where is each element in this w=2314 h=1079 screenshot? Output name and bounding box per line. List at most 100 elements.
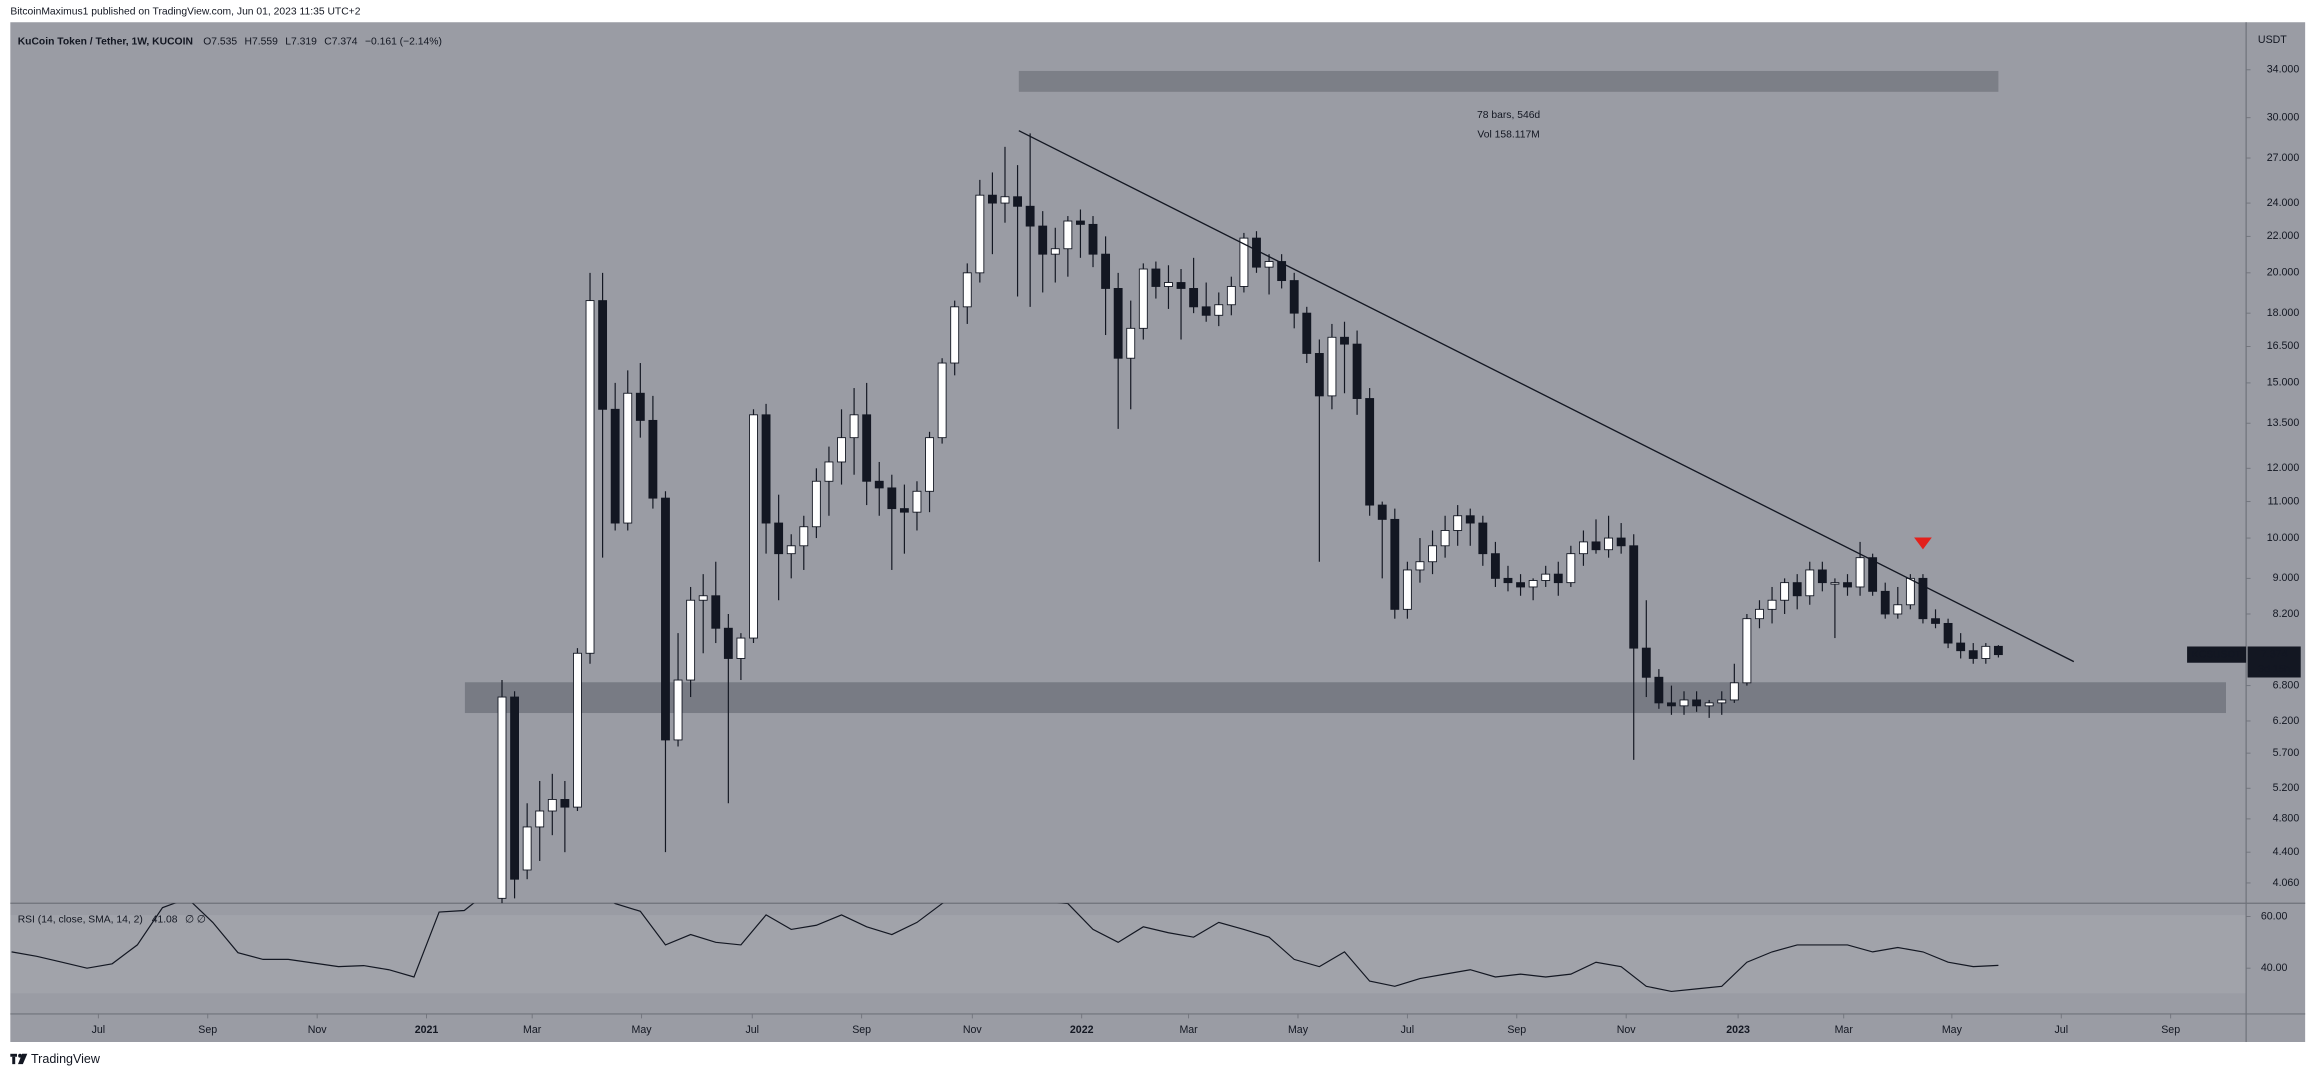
candle-body xyxy=(1226,286,1236,306)
candle-body xyxy=(1239,237,1249,287)
logo xyxy=(10,1053,28,1065)
x-tick-label: Nov xyxy=(308,1024,328,1036)
candle-body xyxy=(1088,223,1098,255)
candle-body xyxy=(1289,280,1299,314)
candle-body xyxy=(661,497,670,741)
legend-ohlc-label: H xyxy=(245,36,252,47)
candle-body xyxy=(1767,599,1777,610)
x-tick-label: May xyxy=(1942,1024,1963,1036)
candle-body xyxy=(1340,336,1349,345)
candle-body xyxy=(950,306,960,364)
rsi-pane xyxy=(11,903,1999,993)
candle-body xyxy=(912,490,922,513)
y-tick-label: 27.000 xyxy=(2267,152,2300,164)
candle-body xyxy=(1415,561,1425,571)
candle-body xyxy=(862,414,872,482)
x-tick-label: Jul xyxy=(92,1024,106,1036)
rsi-line xyxy=(11,903,1999,993)
support-zone xyxy=(464,682,2226,714)
candle-body xyxy=(1604,537,1614,551)
y-tick-label: 30.000 xyxy=(2267,112,2300,124)
candle-body xyxy=(610,408,620,524)
candle-body xyxy=(962,272,972,308)
measure-box xyxy=(1018,70,1999,92)
candle-body xyxy=(1931,618,1940,624)
measure-text: 78 bars, 546d xyxy=(1477,110,1540,121)
countdown-text: 3d 15h xyxy=(2258,664,2290,675)
candle-body xyxy=(1465,515,1475,524)
candle-body xyxy=(1742,618,1752,684)
measure-text: Vol 158.117M xyxy=(1477,129,1539,140)
legend-ohlc-label: C xyxy=(324,36,332,47)
candle-body xyxy=(925,437,934,492)
y-tick-label: 6.200 xyxy=(2273,715,2300,727)
candle-body xyxy=(1704,702,1714,707)
candle-body xyxy=(1591,541,1601,551)
y-tick-label: 20.000 xyxy=(2267,267,2300,279)
axes: 34.000 30.000 27.000 24.000 22.000 20.000 18.0… xyxy=(92,64,2301,1036)
y-tick-label: 10.000 xyxy=(2267,532,2300,544)
candle-body xyxy=(1667,702,1676,707)
candle-body xyxy=(874,480,884,489)
candle-body xyxy=(497,696,507,899)
candle-body xyxy=(786,545,796,555)
symbol-legend: KuCoin Token / Tether, 1W, KUCOIN O7.535 H… xyxy=(18,36,442,47)
candle-body xyxy=(510,696,520,880)
candle-body xyxy=(1428,545,1437,563)
candle-body xyxy=(1063,220,1073,250)
y-tick-label: 6.800 xyxy=(2273,679,2300,691)
candle-body xyxy=(1805,569,1815,597)
candle-body xyxy=(1189,288,1199,308)
rsi-extra: ∅ ∅ xyxy=(185,914,206,925)
candle-body xyxy=(623,392,633,524)
candle-body xyxy=(1377,504,1387,520)
candle-body xyxy=(1490,553,1500,579)
trend-line xyxy=(1018,130,2075,663)
candle-body xyxy=(1729,682,1739,701)
candle-body xyxy=(1629,545,1639,649)
symbol-tag xyxy=(2187,646,2247,663)
candle-body xyxy=(1101,253,1111,289)
candle-body xyxy=(1503,577,1513,584)
x-tick-label: Jul xyxy=(2054,1024,2068,1036)
y-tick-label: 34.000 xyxy=(2267,64,2300,76)
y-tick-label: 16.500 xyxy=(2267,340,2300,352)
rsi-name: RSI (14, close, SMA, 14, 2) xyxy=(18,914,143,925)
candle-body xyxy=(1905,577,1915,606)
candle-body xyxy=(1717,699,1727,704)
candle-body xyxy=(1981,645,1991,659)
y-tick-label: 4.400 xyxy=(2273,846,2300,858)
price-pane: 78 bars, 546d Vol 158.117M xyxy=(464,70,2226,904)
candle-body xyxy=(1038,225,1048,255)
x-tick-label: Sep xyxy=(2161,1024,2180,1036)
candle-body xyxy=(1528,580,1538,588)
y-tick-label: 4.800 xyxy=(2273,813,2300,825)
y-tick-label: 18.000 xyxy=(2267,307,2300,319)
candle-body xyxy=(1050,248,1060,255)
candle-body xyxy=(535,810,545,828)
candle-body xyxy=(1176,282,1186,289)
y-tick-label: 11.000 xyxy=(2268,495,2300,507)
candle-body xyxy=(1918,577,1928,620)
legend-ohlc-label: L xyxy=(285,36,291,47)
candle-body xyxy=(1578,541,1588,555)
y-tick-label: 5.200 xyxy=(2273,782,2300,794)
y-tick-label: 22.000 xyxy=(2267,230,2300,242)
candle-body xyxy=(1327,336,1337,397)
x-tick-label: May xyxy=(632,1024,653,1036)
price-tag-text: 7.374 xyxy=(2261,648,2288,660)
candle-body xyxy=(1792,582,1802,597)
candle-body xyxy=(837,437,846,463)
legend-ohlc-label: O xyxy=(203,36,211,47)
candle-body xyxy=(1252,237,1261,268)
x-tick-label: Nov xyxy=(1617,1024,1637,1036)
x-tick-label: 2023 xyxy=(1726,1024,1750,1036)
x-tick-label: May xyxy=(1288,1024,1309,1036)
candle-body xyxy=(761,414,771,524)
candle-body xyxy=(1830,582,1840,585)
candle-body xyxy=(673,679,683,741)
y-tick-label: 13.500 xyxy=(2267,417,2300,429)
footer-brand: TradingView xyxy=(31,1052,101,1066)
candle-body xyxy=(1641,647,1651,678)
